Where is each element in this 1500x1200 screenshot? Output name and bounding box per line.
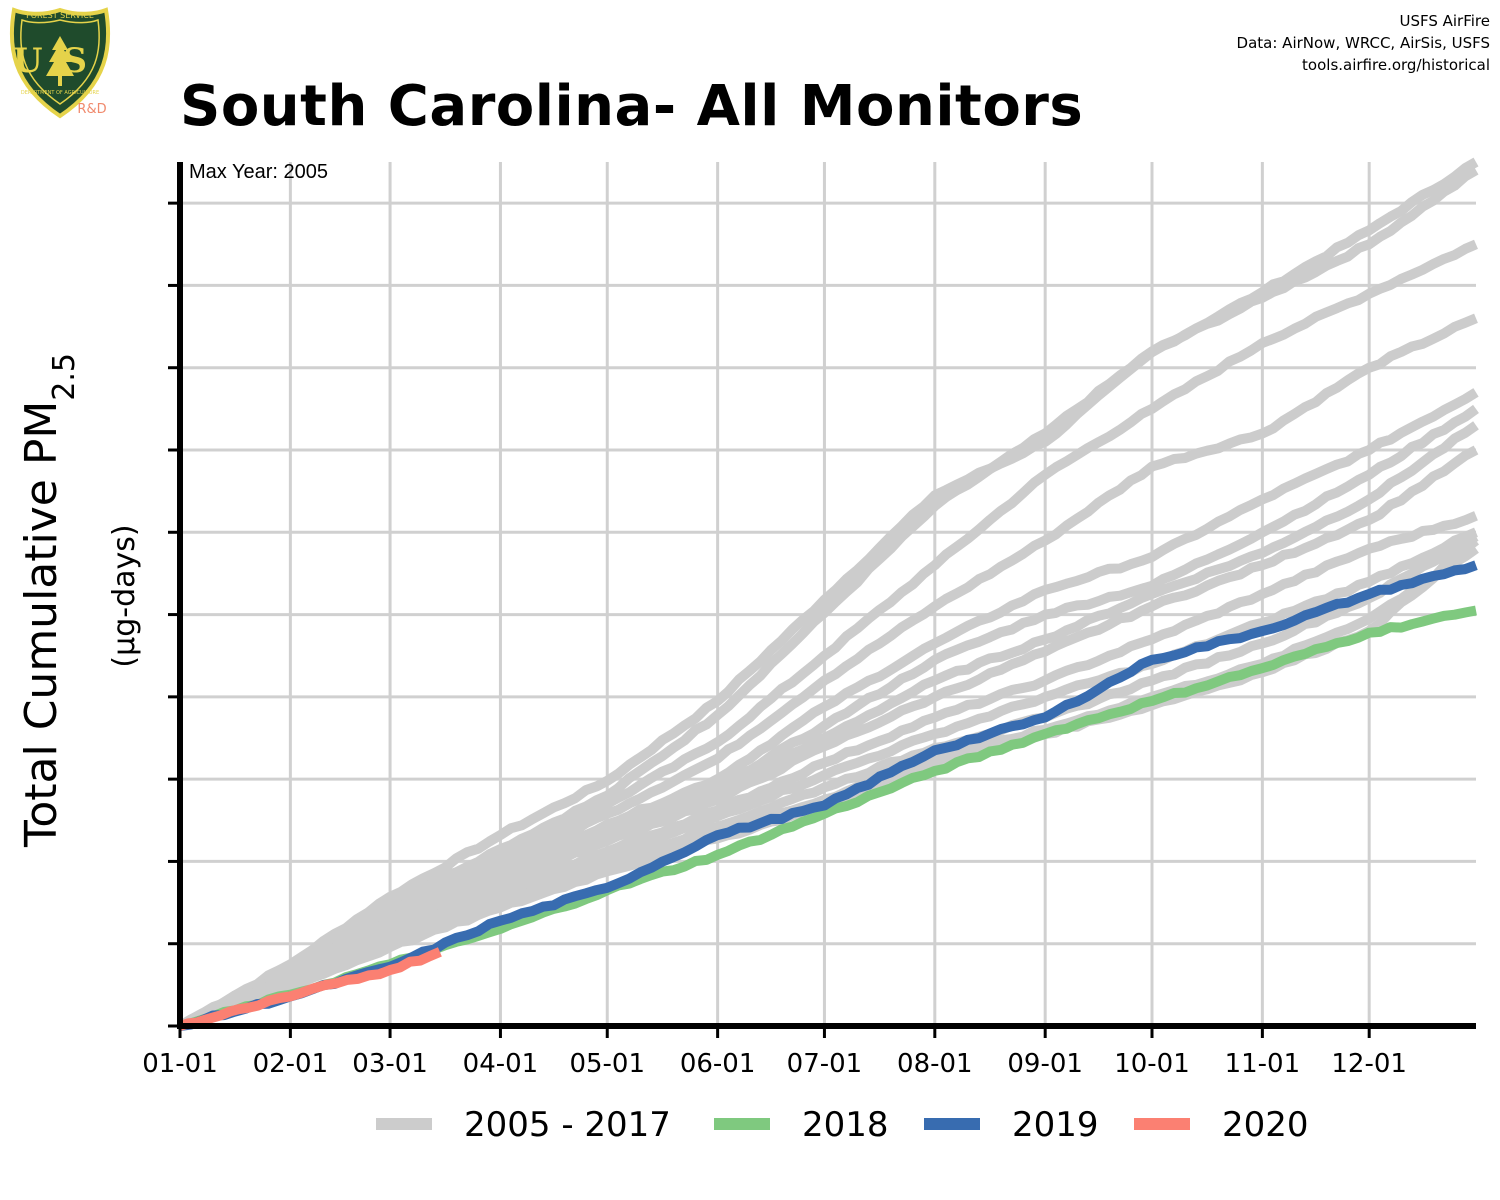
credit-line: USFS AirFire bbox=[1399, 12, 1490, 30]
legend-label: 2005 - 2017 bbox=[464, 1105, 671, 1145]
series-line-2005-2017 bbox=[177, 421, 1479, 1031]
svg-text:Total Cumulative PM2.5: Total Cumulative PM2.5 bbox=[16, 353, 82, 848]
x-tick-labels: 01-01 02-01 03-01 04-01 05-01 06-01 07-01 08-01… bbox=[142, 1049, 1407, 1079]
series-line-2020 bbox=[178, 947, 442, 1031]
x-tick-label: 09-01 bbox=[1007, 1049, 1083, 1079]
legend-label: 2018 bbox=[802, 1105, 889, 1145]
x-tick-label: 01-01 bbox=[142, 1049, 218, 1079]
series-line-2005-2017 bbox=[177, 239, 1478, 1031]
pine-tree-icon bbox=[46, 36, 74, 86]
axes bbox=[168, 162, 1476, 1038]
series-line-2005-2017 bbox=[177, 165, 1479, 1031]
x-tick-label: 11-01 bbox=[1225, 1049, 1301, 1079]
series-line-2005-2017 bbox=[177, 157, 1479, 1031]
logo-bottom-text: DEPARTMENT OF AGRICULTURE bbox=[21, 90, 99, 96]
logo-rd-badge: R&D bbox=[77, 102, 106, 117]
credit-line: tools.airfire.org/historical bbox=[1302, 56, 1490, 74]
credits-block: USFS AirFire Data: AirNow, WRCC, AirSis,… bbox=[1237, 10, 1490, 76]
shield-inner-trim bbox=[20, 18, 100, 105]
legend: 2005 - 2017 2018 2019 2020 bbox=[376, 1105, 1309, 1145]
page-title: South Carolina- All Monitors bbox=[180, 74, 1084, 139]
y-axis-units: (µg-days) bbox=[107, 524, 142, 667]
y-axis-label-main: Total Cumulative PM bbox=[16, 401, 67, 848]
legend-label: 2020 bbox=[1222, 1105, 1309, 1145]
usfs-logo: FOREST SERVICE US DEPARTMENT OF AGRICULT… bbox=[9, 7, 111, 119]
x-tick-label: 06-01 bbox=[680, 1049, 756, 1079]
x-tick-label: 10-01 bbox=[1114, 1049, 1190, 1079]
x-tick-label: 02-01 bbox=[253, 1049, 329, 1079]
x-tick-label: 05-01 bbox=[569, 1049, 645, 1079]
y-axis-label-subscript: 2.5 bbox=[47, 353, 82, 401]
x-tick-label: 08-01 bbox=[897, 1049, 973, 1079]
x-tick-label: 07-01 bbox=[787, 1049, 863, 1079]
logo-top-text: FOREST SERVICE bbox=[26, 11, 94, 20]
y-axis-label: Total Cumulative PM2.5 bbox=[16, 353, 82, 848]
credit-line: Data: AirNow, WRCC, AirSis, USFS bbox=[1236, 34, 1490, 52]
series-line-2005-2017 bbox=[178, 511, 1478, 1031]
max-year-annotation: Max Year: 2005 bbox=[189, 161, 328, 183]
legend-label: 2019 bbox=[1012, 1105, 1099, 1145]
x-tick-label: 03-01 bbox=[352, 1049, 428, 1079]
x-tick-label: 04-01 bbox=[463, 1049, 539, 1079]
series-lines bbox=[177, 157, 1480, 1031]
x-tick-label: 12-01 bbox=[1331, 1049, 1407, 1079]
